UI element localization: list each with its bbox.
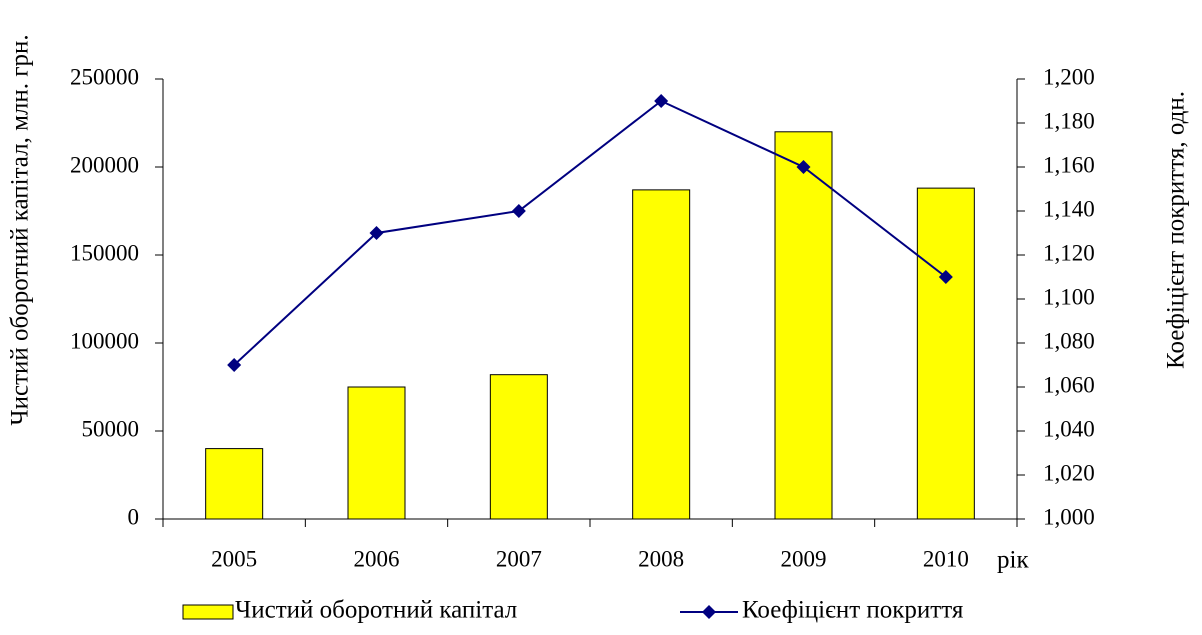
bar [916, 187, 975, 520]
line-marker [938, 270, 953, 284]
y-tick-label: 150000 [70, 240, 139, 265]
y2-tick-label: 1,020 [1043, 460, 1095, 485]
y2-tick-label: 1,160 [1043, 152, 1095, 177]
y-tick-label: 250000 [70, 64, 139, 89]
y2-tick-label: 1,180 [1043, 108, 1095, 133]
bar [774, 131, 833, 520]
y2-tick-label: 1,140 [1043, 196, 1095, 221]
legend-label: Чистий оборотний капітал [235, 597, 517, 624]
x-tick-label: 2010 [923, 546, 969, 571]
x-tick-label: 2008 [638, 546, 684, 571]
y-tick-label: 50000 [82, 416, 140, 441]
x-tick-label: 2006 [354, 546, 400, 571]
y2-tick-label: 1,080 [1043, 328, 1095, 353]
y2-tick-label: 1,040 [1043, 416, 1095, 441]
legend-marker [702, 605, 716, 619]
y-tick-label: 100000 [70, 328, 139, 353]
y2-tick-label: 1,200 [1043, 64, 1095, 89]
x-tick-label: 2009 [781, 546, 827, 571]
line [233, 99, 947, 366]
line-marker [369, 226, 384, 240]
y-axis-title: Чистий оборотний капітал, млн. грн. [7, 34, 34, 425]
bar [347, 386, 406, 520]
bar [632, 189, 691, 520]
x-tick-label: 2007 [496, 546, 542, 571]
y2-tick-label: 1,000 [1043, 504, 1095, 529]
line-marker [796, 160, 811, 174]
line-marker [654, 94, 669, 108]
y-tick-label: 200000 [70, 152, 139, 177]
legend-swatch [182, 604, 234, 620]
bar [205, 448, 264, 520]
y2-tick-label: 1,120 [1043, 240, 1095, 265]
legend-label: Коефіцієнт покриття [742, 597, 964, 624]
bar [489, 374, 548, 520]
line-marker [227, 358, 242, 372]
x-tick-label: 2005 [211, 546, 257, 571]
line-marker [511, 204, 526, 218]
x-axis-title: рік [997, 547, 1029, 574]
y2-tick-label: 1,100 [1043, 284, 1095, 309]
y2-axis-title: Коефіцієнт покриття, одн. [1163, 91, 1190, 369]
y-tick-label: 0 [128, 504, 140, 529]
y2-tick-label: 1,060 [1043, 372, 1095, 397]
